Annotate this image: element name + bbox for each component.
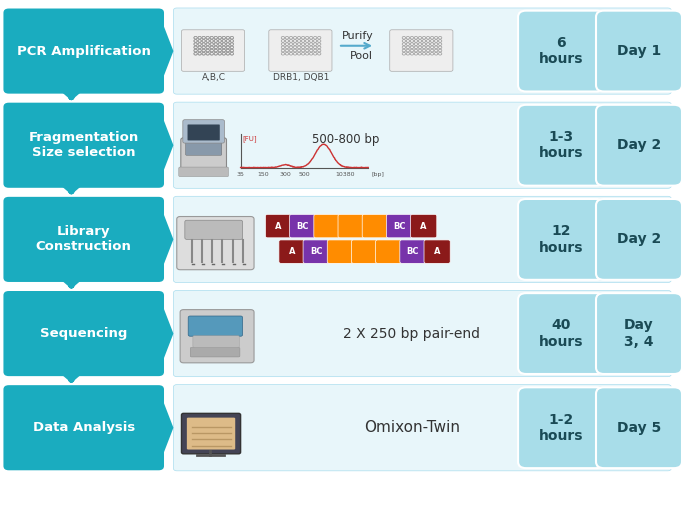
FancyBboxPatch shape (185, 220, 242, 239)
FancyBboxPatch shape (3, 197, 164, 282)
FancyBboxPatch shape (188, 316, 242, 336)
Polygon shape (159, 201, 174, 278)
Text: 40
hours: 40 hours (539, 319, 584, 348)
Text: BC: BC (310, 247, 322, 256)
FancyBboxPatch shape (289, 214, 316, 238)
FancyBboxPatch shape (338, 214, 364, 238)
FancyBboxPatch shape (518, 11, 604, 92)
FancyBboxPatch shape (190, 347, 240, 357)
FancyBboxPatch shape (266, 214, 291, 238)
Text: PCR Amplification: PCR Amplification (17, 45, 151, 57)
Text: [bp]: [bp] (372, 172, 385, 177)
Text: BC: BC (407, 247, 419, 256)
Text: A: A (420, 222, 427, 230)
FancyBboxPatch shape (183, 120, 225, 143)
Text: A: A (289, 247, 296, 256)
Text: Pool: Pool (350, 52, 373, 61)
FancyBboxPatch shape (596, 105, 681, 186)
FancyBboxPatch shape (181, 138, 227, 171)
Polygon shape (159, 13, 174, 89)
FancyBboxPatch shape (269, 30, 332, 71)
Text: A,B,C: A,B,C (202, 73, 225, 82)
Polygon shape (159, 295, 174, 372)
Text: [FU]: [FU] (242, 135, 257, 142)
FancyBboxPatch shape (193, 336, 239, 347)
Text: 12
hours: 12 hours (539, 225, 584, 254)
Text: Library
Construction: Library Construction (36, 226, 131, 253)
FancyBboxPatch shape (3, 103, 164, 188)
Text: Omixon-Twin: Omixon-Twin (364, 420, 460, 435)
FancyBboxPatch shape (518, 105, 604, 186)
FancyBboxPatch shape (596, 293, 681, 374)
Text: Sequencing: Sequencing (40, 327, 127, 340)
FancyBboxPatch shape (596, 199, 681, 280)
Text: BC: BC (296, 222, 309, 230)
FancyBboxPatch shape (362, 214, 388, 238)
FancyBboxPatch shape (174, 196, 671, 282)
FancyBboxPatch shape (400, 240, 426, 263)
FancyBboxPatch shape (181, 30, 244, 71)
Text: Purify: Purify (341, 31, 373, 41)
FancyBboxPatch shape (3, 385, 164, 470)
FancyBboxPatch shape (518, 387, 604, 468)
FancyBboxPatch shape (303, 240, 330, 263)
FancyBboxPatch shape (351, 240, 378, 263)
FancyBboxPatch shape (187, 418, 235, 450)
Text: 2 X 250 bp pair-end: 2 X 250 bp pair-end (343, 327, 480, 340)
FancyBboxPatch shape (3, 291, 164, 376)
FancyBboxPatch shape (518, 293, 604, 374)
FancyBboxPatch shape (174, 385, 671, 471)
FancyBboxPatch shape (181, 413, 240, 454)
FancyBboxPatch shape (390, 30, 453, 71)
Text: 500: 500 (298, 172, 311, 177)
FancyBboxPatch shape (177, 217, 254, 270)
FancyBboxPatch shape (174, 8, 671, 94)
Text: A: A (434, 247, 441, 256)
FancyBboxPatch shape (279, 240, 305, 263)
Text: 500-800 bp: 500-800 bp (312, 134, 379, 146)
FancyBboxPatch shape (386, 214, 413, 238)
Text: Day 5: Day 5 (617, 421, 661, 435)
FancyBboxPatch shape (376, 240, 402, 263)
Text: Data Analysis: Data Analysis (33, 421, 135, 434)
Text: Day 2: Day 2 (617, 138, 661, 152)
FancyBboxPatch shape (328, 240, 353, 263)
Text: DRB1, DQB1: DRB1, DQB1 (273, 73, 329, 82)
FancyBboxPatch shape (185, 142, 222, 155)
FancyBboxPatch shape (174, 290, 671, 377)
Text: 10380: 10380 (336, 172, 355, 177)
Text: Fragmentation
Size selection: Fragmentation Size selection (29, 131, 139, 159)
FancyBboxPatch shape (596, 11, 681, 92)
FancyBboxPatch shape (187, 124, 220, 140)
Text: 6
hours: 6 hours (539, 36, 584, 66)
Text: Day
3, 4: Day 3, 4 (624, 319, 654, 348)
FancyBboxPatch shape (314, 214, 340, 238)
FancyBboxPatch shape (424, 240, 450, 263)
FancyBboxPatch shape (411, 214, 437, 238)
Text: 300: 300 (279, 172, 291, 177)
Polygon shape (159, 389, 174, 466)
Polygon shape (159, 107, 174, 184)
Text: Day 1: Day 1 (617, 44, 661, 58)
FancyBboxPatch shape (518, 199, 604, 280)
Text: Day 2: Day 2 (617, 232, 661, 246)
FancyBboxPatch shape (180, 310, 254, 363)
Text: 35: 35 (237, 172, 244, 177)
FancyBboxPatch shape (3, 9, 164, 94)
FancyBboxPatch shape (596, 387, 681, 468)
Text: BC: BC (393, 222, 406, 230)
Text: 1-3
hours: 1-3 hours (539, 130, 584, 160)
FancyBboxPatch shape (179, 167, 229, 177)
Text: 1-2
hours: 1-2 hours (539, 413, 584, 443)
Text: A: A (275, 222, 282, 230)
FancyBboxPatch shape (174, 102, 671, 188)
Text: 150: 150 (258, 172, 270, 177)
